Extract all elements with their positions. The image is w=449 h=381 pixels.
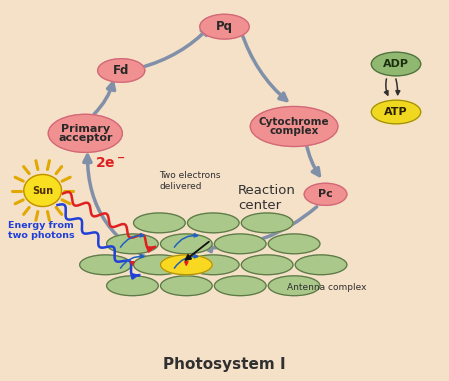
Ellipse shape (160, 255, 212, 275)
Ellipse shape (187, 213, 239, 233)
Circle shape (24, 174, 62, 207)
Ellipse shape (98, 59, 145, 82)
Ellipse shape (160, 234, 212, 254)
Text: Pq: Pq (216, 20, 233, 33)
Ellipse shape (200, 14, 249, 39)
Text: Photosystem I: Photosystem I (163, 357, 286, 373)
Text: Cytochrome: Cytochrome (259, 117, 330, 127)
Ellipse shape (242, 213, 293, 233)
Ellipse shape (133, 255, 185, 275)
Ellipse shape (215, 276, 266, 296)
Text: Reaction
center: Reaction center (238, 184, 296, 212)
Text: Antenna complex: Antenna complex (287, 283, 367, 292)
Text: Sun: Sun (32, 186, 53, 195)
Text: Energy from
two photons: Energy from two photons (8, 221, 75, 240)
Ellipse shape (133, 213, 185, 233)
Ellipse shape (251, 107, 338, 146)
Ellipse shape (371, 100, 421, 124)
Text: Primary: Primary (61, 124, 110, 134)
Ellipse shape (269, 234, 320, 254)
Text: Pc: Pc (318, 189, 333, 199)
Ellipse shape (106, 234, 158, 254)
Text: $\mathbf{2e^-}$: $\mathbf{2e^-}$ (95, 156, 125, 170)
Ellipse shape (269, 276, 320, 296)
Text: ADP: ADP (383, 59, 409, 69)
Ellipse shape (106, 276, 158, 296)
Ellipse shape (295, 255, 347, 275)
Text: complex: complex (269, 126, 319, 136)
Ellipse shape (79, 255, 131, 275)
Ellipse shape (215, 234, 266, 254)
Ellipse shape (48, 114, 123, 152)
Ellipse shape (242, 255, 293, 275)
Text: Fd: Fd (113, 64, 129, 77)
Ellipse shape (304, 183, 347, 205)
Ellipse shape (160, 276, 212, 296)
Text: acceptor: acceptor (58, 133, 113, 142)
Ellipse shape (187, 255, 239, 275)
Text: ATP: ATP (384, 107, 408, 117)
Text: Two electrons
delivered: Two electrons delivered (159, 171, 221, 190)
Ellipse shape (371, 52, 421, 76)
